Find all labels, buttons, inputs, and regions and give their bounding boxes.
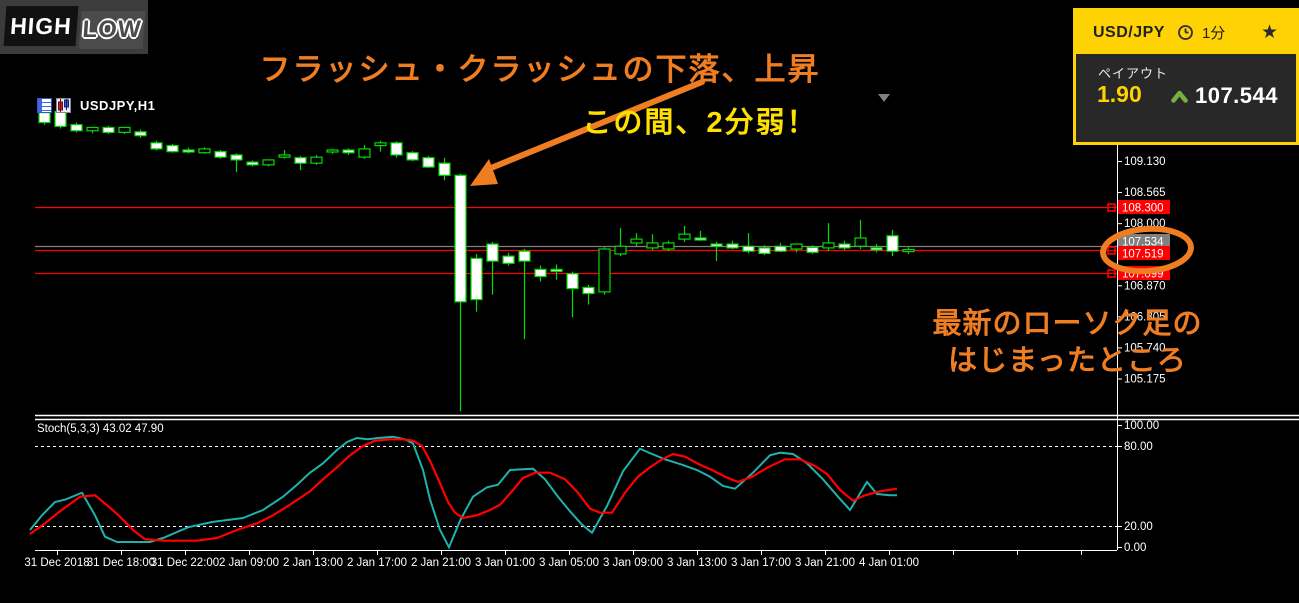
svg-text:100.00: 100.00 — [1124, 420, 1159, 432]
stoch-k-line — [29, 435, 897, 550]
svg-text:31 Dec 18:00: 31 Dec 18:00 — [87, 557, 155, 569]
svg-text:20.00: 20.00 — [1124, 521, 1153, 533]
clock-icon — [1178, 25, 1193, 40]
svg-text:108.565: 108.565 — [1124, 187, 1166, 199]
current-price: 107.544 — [1194, 83, 1278, 108]
svg-text:3 Jan 13:00: 3 Jan 13:00 — [667, 557, 727, 569]
payout-label: ペイアウト — [1098, 66, 1169, 81]
trade-card-header: USD/JPY 1分 ★ — [1076, 11, 1296, 54]
svg-text:107.519: 107.519 — [1122, 249, 1164, 261]
chart-shift-marker-icon — [878, 94, 890, 102]
svg-text:4 Jan 01:00: 4 Jan 01:00 — [859, 557, 919, 569]
logo-low-text: LOW — [81, 16, 143, 43]
svg-text:107.099: 107.099 — [1122, 269, 1164, 281]
svg-text:106.305: 106.305 — [1124, 311, 1166, 323]
pair-label: USD/JPY — [1093, 23, 1165, 41]
highlow-logo: HIGH LOW — [0, 0, 148, 54]
svg-text:108.000: 108.000 — [1124, 218, 1166, 230]
price-up-arrow-icon — [1171, 90, 1188, 103]
symbol-row: USDJPY,H1 — [37, 97, 155, 113]
logo-high-text: HIGH — [9, 12, 73, 39]
svg-text:3 Jan 21:00: 3 Jan 21:00 — [795, 557, 855, 569]
symbol-label: USDJPY,H1 — [80, 97, 156, 113]
annotation-title-line1: フラッシュ・クラッシュの下落、上昇 — [259, 52, 821, 87]
svg-text:31 Dec 22:00: 31 Dec 22:00 — [151, 557, 219, 569]
stochastic-axis[interactable]: 100.00 80.00 20.00 0.00 — [35, 420, 1159, 554]
horizontal-lines[interactable] — [35, 203, 1117, 278]
duration-label: 1分 — [1201, 25, 1226, 42]
svg-text:109.130: 109.130 — [1124, 156, 1166, 168]
axes[interactable] — [35, 90, 1118, 551]
svg-text:105.740: 105.740 — [1124, 342, 1166, 354]
svg-text:106.870: 106.870 — [1124, 280, 1166, 292]
svg-text:0.00: 0.00 — [1124, 542, 1146, 554]
favorite-star-button[interactable]: ★ — [1255, 22, 1284, 43]
annotation-title-line2: この間、2分弱！ — [582, 107, 818, 139]
svg-text:3 Jan 01:00: 3 Jan 01:00 — [475, 557, 535, 569]
svg-text:3 Jan 17:00: 3 Jan 17:00 — [731, 557, 791, 569]
logo-high-ribbon: HIGH — [3, 6, 79, 46]
svg-text:2 Jan 17:00: 2 Jan 17:00 — [347, 557, 407, 569]
logo-low-ribbon: LOW — [78, 11, 146, 49]
svg-text:3 Jan 09:00: 3 Jan 09:00 — [603, 557, 663, 569]
trade-card[interactable]: USD/JPY 1分 ★ ペイアウト 1.90 107.544 — [1073, 8, 1299, 145]
annotation-note-line2: はじまったところ — [948, 345, 1187, 377]
svg-text:3 Jan 05:00: 3 Jan 05:00 — [539, 557, 599, 569]
annotation-note: 最新のローソク足の はじまったところ — [880, 306, 1255, 380]
ohlc-table-icon — [37, 97, 52, 113]
candlestick-chart-icon — [56, 97, 71, 113]
stochastic-label: Stoch(5,3,3) 43.02 47.90 — [37, 423, 164, 435]
svg-text:2 Jan 09:00: 2 Jan 09:00 — [219, 557, 279, 569]
stoch-d-line — [29, 438, 898, 542]
svg-text:105.175: 105.175 — [1124, 374, 1166, 386]
svg-text:80.00: 80.00 — [1124, 441, 1153, 453]
svg-text:31 Dec 2018: 31 Dec 2018 — [24, 557, 89, 569]
stochastic-lines: Stoch(5,3,3) 43.02 47.90 — [29, 423, 898, 550]
panel-separator — [35, 414, 1299, 421]
trade-card-body: ペイアウト 1.90 107.544 — [1076, 54, 1296, 142]
svg-text:2 Jan 21:00: 2 Jan 21:00 — [411, 557, 471, 569]
candles-layer — [38, 109, 915, 412]
annotation-note-line1: 最新のローソク足の — [932, 308, 1203, 340]
payout-value: 1.90 — [1097, 81, 1142, 107]
svg-text:2 Jan 13:00: 2 Jan 13:00 — [283, 557, 343, 569]
svg-text:108.300: 108.300 — [1122, 203, 1164, 215]
